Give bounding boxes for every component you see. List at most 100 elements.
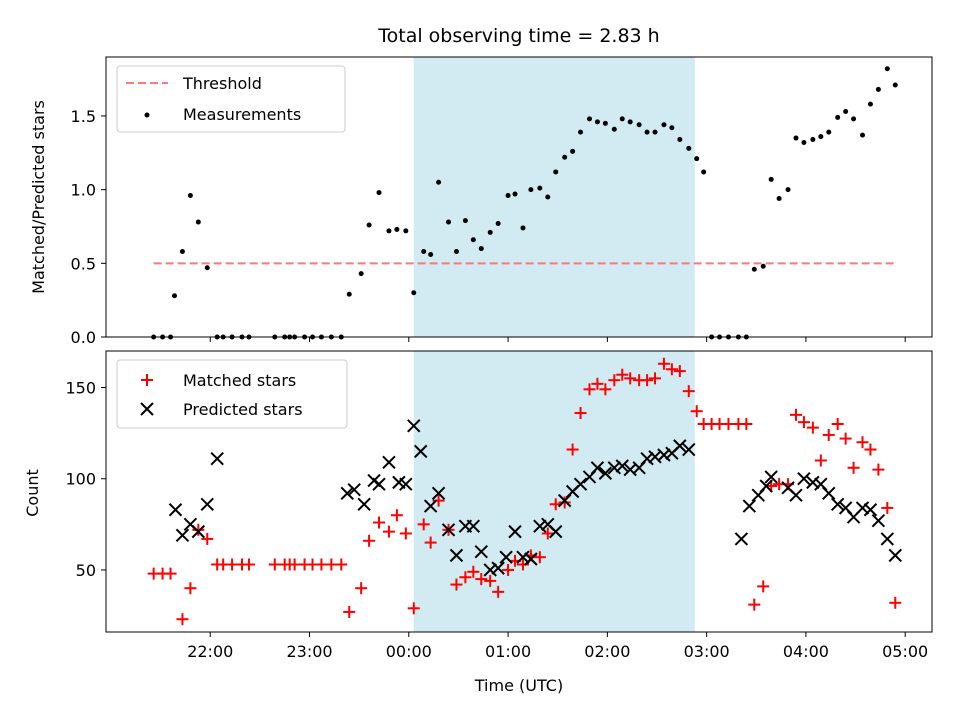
predicted-point <box>806 475 820 490</box>
predicted-point <box>441 523 456 537</box>
top-y-axis: 0.0 0.5 1.0 1.5 <box>71 107 106 347</box>
matched-point <box>475 573 488 586</box>
measurement-point <box>446 219 452 225</box>
measurement-point <box>470 237 476 243</box>
predicted-point <box>607 461 622 475</box>
measurement-point <box>652 129 658 135</box>
matched-stars-series <box>147 357 902 626</box>
measurement-point <box>578 129 584 135</box>
matched-point <box>432 494 445 507</box>
top-legend: Threshold Measurements <box>116 65 346 133</box>
matched-point <box>484 574 497 587</box>
predicted-point <box>734 532 749 546</box>
top-x-ticks <box>209 337 906 342</box>
predicted-point <box>742 499 757 513</box>
measurement-point <box>411 290 417 296</box>
matched-point <box>616 368 629 381</box>
measurement-point <box>835 114 841 120</box>
measurement-point <box>686 145 692 151</box>
matched-point <box>839 432 852 445</box>
x-tick-label: 22:00 <box>187 642 233 661</box>
predicted-point <box>673 439 687 453</box>
bottom-x-axis: 22:00 23:00 00:00 01:00 02:00 03:00 04:00 05:00 <box>187 632 928 661</box>
measurement-point <box>545 194 551 200</box>
measurement-point <box>512 191 518 197</box>
measurement-point <box>669 125 675 131</box>
matched-point <box>583 383 596 396</box>
measurement-point <box>661 122 667 128</box>
predicted-point <box>830 497 845 511</box>
matched-point <box>164 567 177 580</box>
predicted-point <box>414 444 428 459</box>
measurement-point <box>487 229 493 235</box>
matched-point <box>574 407 587 420</box>
matched-point <box>467 565 480 578</box>
matched-point <box>831 417 844 430</box>
predicted-point <box>210 451 224 466</box>
y-tick-label: 100 <box>65 470 96 489</box>
measurement-point <box>386 228 392 234</box>
y-tick-label: 1.0 <box>71 181 96 200</box>
measurement-point <box>403 228 409 234</box>
measurement-point <box>760 263 766 269</box>
measurement-point <box>611 126 617 132</box>
measurement-point <box>376 190 382 196</box>
matched-point <box>814 454 827 467</box>
predicted-point <box>871 513 886 528</box>
predicted-point <box>347 482 361 497</box>
matched-point <box>184 582 197 595</box>
matched-point <box>797 416 810 429</box>
measurement-point <box>436 179 442 185</box>
predicted-point <box>822 486 836 501</box>
bottom-panel: 50 100 150 22:00 23:00 00:00 01:00 02:00 03:00 0… <box>23 350 933 695</box>
measurement-point <box>627 119 633 125</box>
predicted-point <box>431 486 446 501</box>
measurement-point <box>884 66 890 72</box>
matched-point <box>450 578 463 591</box>
measurement-point <box>394 226 400 232</box>
matched-point <box>424 536 437 549</box>
measurement-point <box>179 249 185 255</box>
measurement-point <box>495 221 501 227</box>
measurement-point <box>776 195 782 201</box>
predicted-point <box>880 532 895 546</box>
legend-predicted-swatch <box>140 402 154 416</box>
matched-point <box>176 613 189 626</box>
measurement-point <box>818 134 824 140</box>
predicted-point <box>640 451 654 466</box>
measurement-point <box>594 119 600 125</box>
measurement-point <box>644 129 650 135</box>
measurement-point <box>462 218 468 224</box>
predicted-point <box>407 419 421 433</box>
y-tick-label: 150 <box>65 378 96 397</box>
predicted-point <box>533 519 547 533</box>
predicted-point <box>466 519 481 533</box>
matched-point <box>566 443 579 456</box>
x-axis-label: Time (UTC) <box>474 676 563 695</box>
matched-point <box>608 374 621 387</box>
measurement-point <box>172 293 178 299</box>
matched-point <box>459 571 472 584</box>
predicted-point <box>449 548 464 563</box>
matched-point <box>192 523 205 536</box>
measurement-point <box>810 137 816 143</box>
matched-point <box>673 365 686 378</box>
matched-point <box>789 408 802 421</box>
predicted-point <box>372 477 386 491</box>
matched-point <box>363 534 376 547</box>
matched-point <box>864 443 877 456</box>
matched-point <box>641 374 654 387</box>
measurement-point <box>768 176 774 182</box>
measurement-point <box>826 129 832 135</box>
bottom-y-axis: 50 100 150 <box>65 378 106 580</box>
matched-point <box>335 558 348 571</box>
measurements-series <box>151 66 898 340</box>
top-axes-frame <box>105 56 933 338</box>
measurement-point <box>860 132 866 138</box>
predicted-stars-series <box>168 419 902 577</box>
predicted-point <box>399 477 413 491</box>
measurement-point <box>701 169 707 175</box>
measurement-point <box>537 185 543 191</box>
bottom-legend-box <box>116 359 348 429</box>
